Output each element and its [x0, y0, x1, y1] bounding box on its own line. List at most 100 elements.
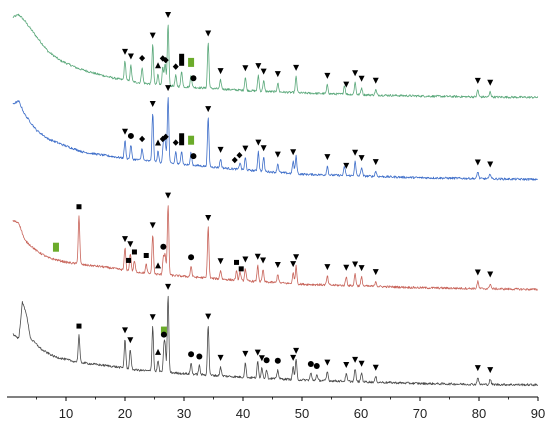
peak-marker-triangle-down — [205, 215, 212, 222]
peak-marker-triangle-down — [474, 269, 481, 276]
peak-marker-triangle-down — [242, 350, 249, 357]
peak-marker-bar-green — [160, 326, 167, 336]
peak-marker-triangle-down — [242, 256, 249, 263]
peak-marker-triangle-down — [127, 337, 134, 344]
peak-marker-triangle-down — [217, 354, 224, 361]
x-tick-label: 30 — [177, 406, 191, 421]
peak-marker-triangle-down — [254, 253, 261, 260]
peak-marker-triangle-down — [242, 145, 249, 152]
peak-marker-triangle-down — [260, 145, 267, 152]
peak-marker-triangle-down — [260, 257, 267, 264]
peak-marker-diamond — [162, 56, 169, 64]
peak-marker-triangle-down — [149, 222, 156, 229]
peak-marker-triangle-down — [254, 349, 261, 356]
peak-marker-triangle-down — [165, 283, 172, 290]
peak-marker-square — [76, 204, 82, 210]
peak-marker-circle — [188, 351, 195, 358]
peak-marker-diamond — [162, 133, 169, 140]
peak-marker-circle — [307, 360, 314, 367]
peak-marker-bar-green — [188, 135, 195, 145]
x-tick-label: 70 — [413, 406, 427, 421]
xrd-trace-1 — [12, 13, 539, 99]
peak-marker-triangle-down — [293, 64, 300, 71]
peak-marker-triangle-down — [358, 155, 365, 162]
peak-marker-triangle-up — [155, 139, 162, 146]
peak-marker-diamond — [172, 139, 179, 146]
peak-marker-triangle-down — [352, 70, 359, 77]
peak-marker-triangle-down — [149, 32, 156, 39]
peak-marker-triangle-down — [474, 159, 481, 166]
peak-marker-circle — [160, 243, 167, 250]
peak-marker-bar-black — [179, 53, 185, 66]
peak-marker-triangle-down — [352, 356, 359, 363]
x-tick-label: 80 — [472, 406, 486, 421]
x-tick-label: 60 — [354, 406, 368, 421]
peak-marker-triangle-down — [217, 258, 224, 265]
peak-marker-triangle-down — [293, 254, 300, 261]
peak-marker-triangle-down — [474, 77, 481, 84]
peak-marker-triangle-down — [324, 359, 331, 366]
peak-marker-triangle-down — [293, 347, 300, 354]
peak-marker-square — [76, 323, 82, 329]
peak-marker-triangle-down — [127, 53, 134, 60]
peak-marker-diamond — [139, 135, 146, 143]
x-tick-label: 10 — [59, 406, 73, 421]
peak-marker-circle — [190, 153, 197, 160]
peak-marker-triangle-down — [274, 71, 281, 78]
peak-marker-triangle-down — [165, 192, 172, 199]
xrd-trace-3 — [12, 205, 538, 291]
peak-marker-triangle-down — [149, 101, 156, 108]
x-tick-label: 20 — [118, 406, 132, 421]
peak-marker-triangle-down — [487, 161, 494, 168]
peak-marker-triangle-down — [352, 261, 359, 268]
peak-marker-diamond — [236, 152, 243, 159]
peak-marker-bar-green — [52, 242, 59, 252]
peak-marker-circle — [190, 75, 197, 82]
peak-marker-triangle-up — [155, 262, 162, 269]
peak-marker-triangle-down — [217, 68, 224, 75]
peak-marker-triangle-down — [372, 77, 379, 84]
peak-marker-triangle-down — [324, 264, 331, 271]
peak-marker-triangle-down — [487, 79, 494, 86]
peak-marker-triangle-down — [372, 269, 379, 276]
peak-marker-triangle-down — [205, 313, 212, 320]
peak-marker-triangle-down — [324, 72, 331, 79]
peak-marker-triangle-down — [242, 65, 249, 72]
peak-marker-triangle-down — [358, 75, 365, 82]
peak-marker-triangle-down — [260, 68, 267, 75]
peak-marker-triangle-down — [372, 364, 379, 371]
peak-marker-square — [131, 249, 137, 255]
peak-marker-triangle-down — [127, 241, 134, 248]
peak-marker-circle — [188, 254, 195, 261]
peak-marker-triangle-down — [258, 355, 265, 362]
peak-marker-triangle-down — [352, 149, 359, 156]
peak-marker-triangle-up — [155, 62, 162, 69]
peak-marker-triangle-down — [255, 63, 262, 70]
peak-marker-square — [238, 266, 244, 272]
peak-marker-triangle-down — [255, 139, 262, 146]
peak-marker-triangle-down — [290, 261, 297, 268]
peak-marker-diamond — [231, 156, 238, 164]
peak-marker-triangle-down — [343, 264, 350, 271]
peak-marker-triangle-down — [274, 151, 281, 158]
peak-marker-triangle-down — [217, 146, 224, 153]
peak-marker-diamond — [172, 63, 179, 70]
peak-marker-square — [143, 252, 149, 258]
peak-marker-triangle-down — [205, 106, 212, 113]
peak-marker-triangle-down — [122, 236, 128, 243]
peak-marker-triangle-down — [372, 159, 379, 166]
peak-marker-diamond — [139, 54, 146, 62]
peak-marker-circle — [160, 331, 167, 338]
x-axis-ticks: 10 20 30 40 50 60 70 80 90 — [36, 397, 545, 421]
peak-marker-triangle-down — [343, 162, 350, 169]
peak-marker-square — [234, 259, 240, 265]
x-tick-label: 40 — [236, 406, 250, 421]
xrd-trace-4 — [12, 295, 538, 387]
peak-marker-triangle-down — [205, 30, 212, 37]
peak-marker-circle — [127, 132, 134, 139]
x-tick-label: 90 — [531, 406, 545, 421]
peak-marker-circle — [274, 357, 281, 364]
xrd-trace-2 — [12, 97, 538, 181]
peak-marker-triangle-down — [343, 362, 350, 369]
